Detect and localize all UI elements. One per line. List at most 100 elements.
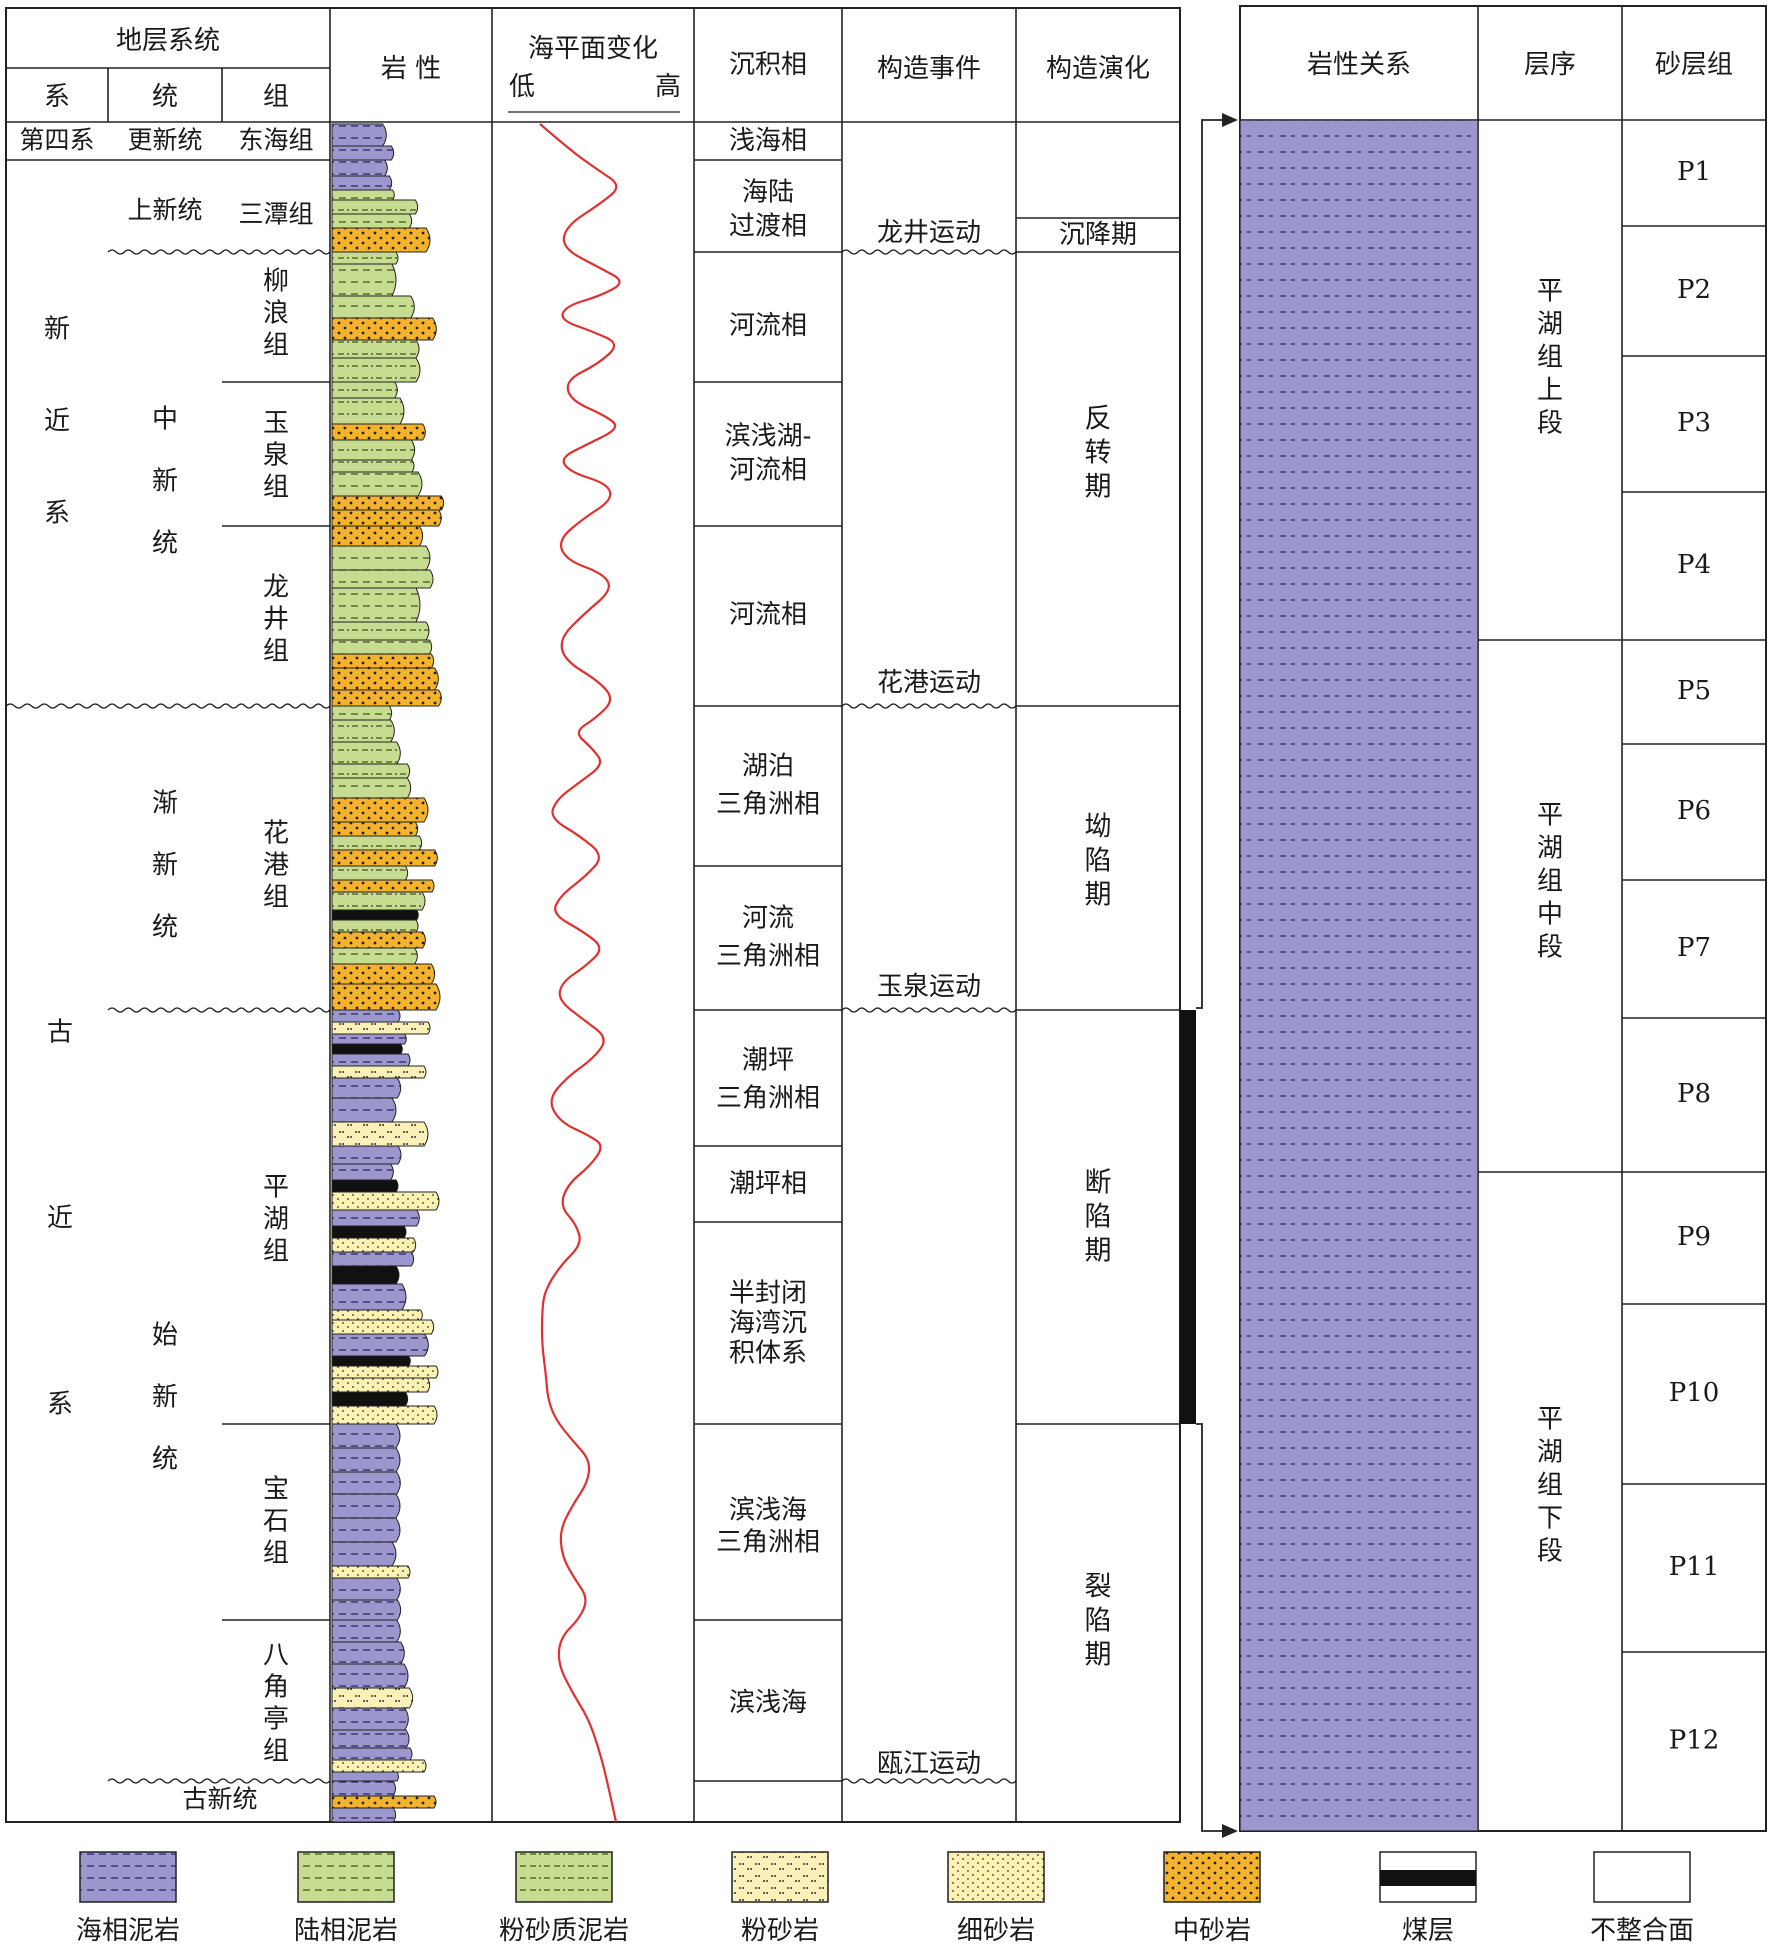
facies-fluvial: 河流相 (729, 311, 807, 341)
bracket-connector-bottom (1196, 1423, 1234, 1832)
header-strata-system: 地层系统 (116, 26, 220, 56)
header-lithology: 岩 性 (381, 54, 441, 84)
lithology-layer-marine (331, 1053, 411, 1067)
event-unconformity (841, 1007, 1017, 1013)
lithology-layer-marine (331, 159, 388, 177)
series-unconformity (107, 1007, 223, 1013)
evolution-subsidence: 沉降期 (1059, 220, 1137, 250)
formation-baoshi: 宝石组 (263, 1474, 289, 1568)
header-sand-group: 砂层组 (1655, 50, 1733, 80)
legend-swatch-marine-mudstone (79, 1851, 177, 1903)
series-miocene: 中新统 (152, 404, 178, 558)
formation-yuquan: 玉泉组 (263, 408, 289, 502)
legend-swatch-unconformity (1593, 1851, 1691, 1903)
lithology-layer-cont (331, 639, 433, 655)
lithology-layer-medium (331, 525, 424, 547)
header-tectonic-evolution: 构造演化 (1046, 54, 1150, 84)
lithology-layer-marine (331, 1780, 396, 1797)
formation-huagang: 花港组 (263, 818, 289, 912)
lithology-column (331, 123, 445, 1823)
lithology-layer-marine (331, 1077, 402, 1099)
evolution-faulted: 断陷期 (1085, 1168, 1112, 1267)
formation-donghai: 东海组 (238, 126, 313, 155)
lithology-layer-marine (331, 1599, 402, 1621)
relation-border (1239, 119, 1479, 1832)
facies-coastal-delta: 滨浅海三角洲相 (716, 1495, 820, 1557)
lithology-layer-marine (331, 1541, 397, 1567)
left-table-frame (5, 7, 1181, 1823)
lithology-layer-marine (331, 175, 393, 191)
lithology-layer-silty (331, 251, 399, 265)
lithology-layer-silt (331, 1065, 427, 1079)
event-oujiang: 瓯江运动 (877, 1749, 981, 1779)
header-sea-level: 海平面变化 (528, 34, 658, 64)
lithology-layer-medium (331, 423, 426, 441)
lithology-layer-marine (331, 1447, 401, 1473)
formation-santan: 三潭组 (238, 200, 313, 229)
lithology-layer-marine (331, 123, 387, 147)
lithology-layer-coal (331, 1355, 411, 1367)
lithology-layer-medium (331, 317, 437, 341)
lithology-layer-silty (331, 835, 423, 851)
lithology-layer-cont (331, 777, 412, 799)
lithology-layer-marine (331, 1641, 405, 1665)
lithology-layer-medium (331, 849, 438, 867)
header-sea-level-high: 高 (655, 72, 681, 102)
lithology-layer-coal (331, 1391, 409, 1407)
sand-group-p4: P4 (1677, 550, 1711, 580)
lithology-layer-marine (331, 1577, 401, 1601)
lithology-layer-silty (331, 397, 405, 425)
lithology-layer-marine (331, 1009, 401, 1023)
lithology-layer-silty (331, 763, 411, 779)
lithology-layer-silty (331, 199, 419, 215)
series-unconformity (107, 703, 223, 709)
lithology-layer-fine (331, 1237, 417, 1253)
lithology-layer-medium (331, 1795, 437, 1809)
lithology-layer-marine (331, 1251, 415, 1267)
lithology-layer-silty (331, 891, 426, 911)
sand-group-p11: P11 (1669, 1552, 1720, 1582)
bracket-connector-top (1196, 119, 1234, 1009)
lithology-layer-cont (331, 295, 415, 319)
legend-label-unconformity: 不整合面 (1590, 1916, 1694, 1946)
lithology-layer-marine (331, 1283, 407, 1311)
facies-tidal-flat: 潮坪相 (729, 1169, 807, 1199)
lithology-layer-marine (331, 1747, 413, 1761)
lithology-layer-marine (331, 1619, 401, 1643)
lithology-layer-medium (331, 983, 441, 1011)
lithology-layer-medium (331, 509, 442, 527)
lithology-layer-marine (331, 1471, 401, 1495)
event-huagang: 花港运动 (877, 668, 981, 698)
lithology-layer-medium (331, 821, 419, 837)
facies-transitional: 海陆过渡相 (729, 177, 807, 241)
lithology-layer-fine (331, 1405, 438, 1425)
lithology-layer-silty (331, 439, 416, 461)
formation-unconformity (221, 703, 331, 709)
legend-label-silty-mudstone: 粉砂质泥岩 (499, 1916, 629, 1946)
facies-tidal-delta: 潮坪三角洲相 (716, 1045, 820, 1113)
facies-lake-delta: 湖泊三角洲相 (716, 751, 820, 819)
header-sea-level-low: 低 (509, 72, 535, 102)
lithology-layer-fine (331, 1565, 411, 1579)
lithology-layer-silt (331, 1121, 429, 1147)
sea-level-curve (539, 123, 621, 1823)
paleocene-unconformity (107, 1778, 331, 1784)
lithology-layer-marine (331, 1707, 409, 1731)
evolution-depression: 坳陷期 (1085, 812, 1112, 911)
lithology-layer-medium (331, 689, 442, 707)
formation-liulang: 柳浪组 (263, 266, 289, 360)
lithology-layer-silty (331, 719, 395, 743)
sequence-upper: 平湖组上段 (1537, 276, 1563, 438)
lithology-layer-medium (331, 653, 435, 669)
sand-group-p2: P2 (1677, 275, 1711, 305)
sequence-lower: 平湖组下段 (1537, 1404, 1563, 1566)
lithology-layer-coal (331, 909, 419, 921)
system-paleogene: 古近系 (47, 1017, 73, 1419)
lithology-layer-cont (331, 947, 418, 965)
lithology-layer-cont (331, 569, 434, 589)
system-neogene: 新近系 (44, 314, 70, 528)
system-quaternary: 第四系 (19, 126, 94, 155)
legend-label-marine-mudstone: 海相泥岩 (76, 1916, 180, 1946)
